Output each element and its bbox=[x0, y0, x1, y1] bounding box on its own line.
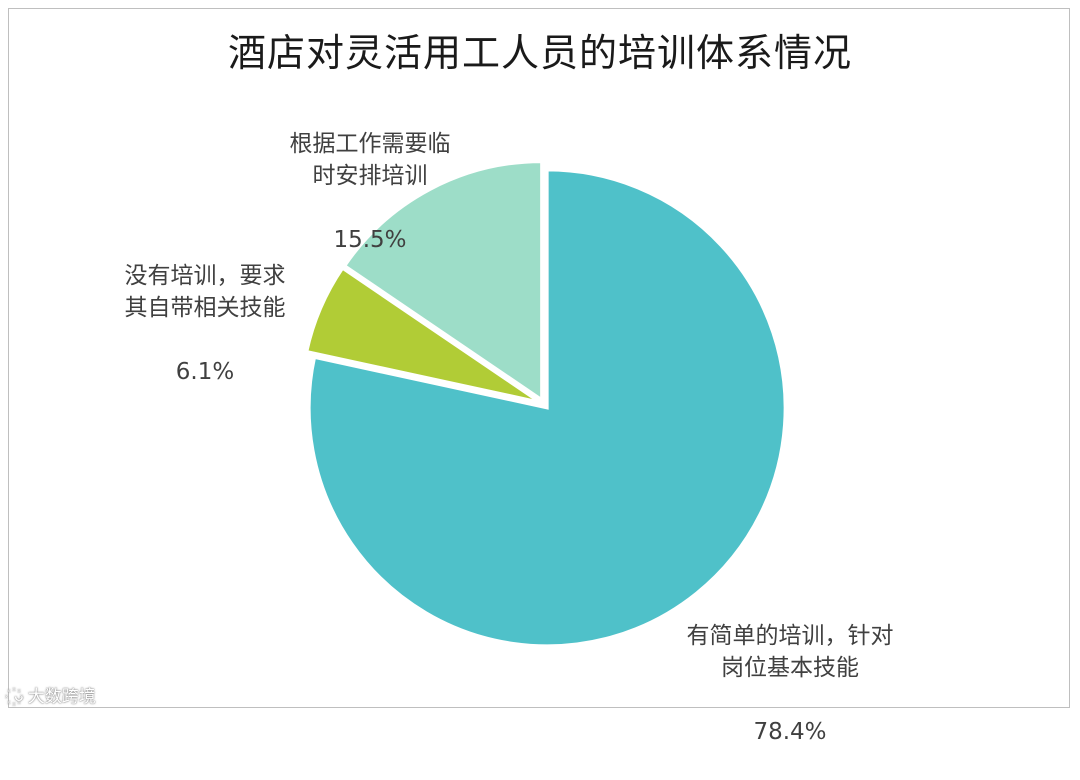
chart-title: 酒店对灵活用工人员的培训体系情况 bbox=[227, 31, 852, 75]
slice-label-1-value: 6.1% bbox=[175, 359, 235, 385]
watermark-text: 大数跨境 bbox=[27, 687, 96, 707]
watermark: ꙰ᴗ 大数跨境 bbox=[14, 682, 96, 708]
slice-1 bbox=[305, 266, 541, 404]
watermark-logo-icon: ꙰ᴗ bbox=[14, 685, 24, 705]
slice-label-1: 没有培训，要求 其自带相关技能 6.1% bbox=[85, 228, 325, 420]
slice-label-0-value: 78.4% bbox=[753, 719, 827, 745]
slice-label-2: 根据工作需要临 时安排培训 15.5% bbox=[250, 96, 490, 288]
slice-label-0: 有简单的培训，针对 岗位基本技能 78.4% bbox=[640, 588, 940, 780]
slice-label-0-name: 有简单的培训，针对 岗位基本技能 bbox=[686, 623, 894, 681]
slice-label-2-name: 根据工作需要临 时安排培训 bbox=[289, 131, 451, 189]
slice-0 bbox=[307, 168, 787, 648]
slice-2 bbox=[342, 160, 544, 403]
slice-label-2-value: 15.5% bbox=[333, 227, 407, 253]
pie-chart bbox=[305, 160, 787, 648]
slice-label-1-name: 没有培训，要求 其自带相关技能 bbox=[124, 263, 286, 321]
